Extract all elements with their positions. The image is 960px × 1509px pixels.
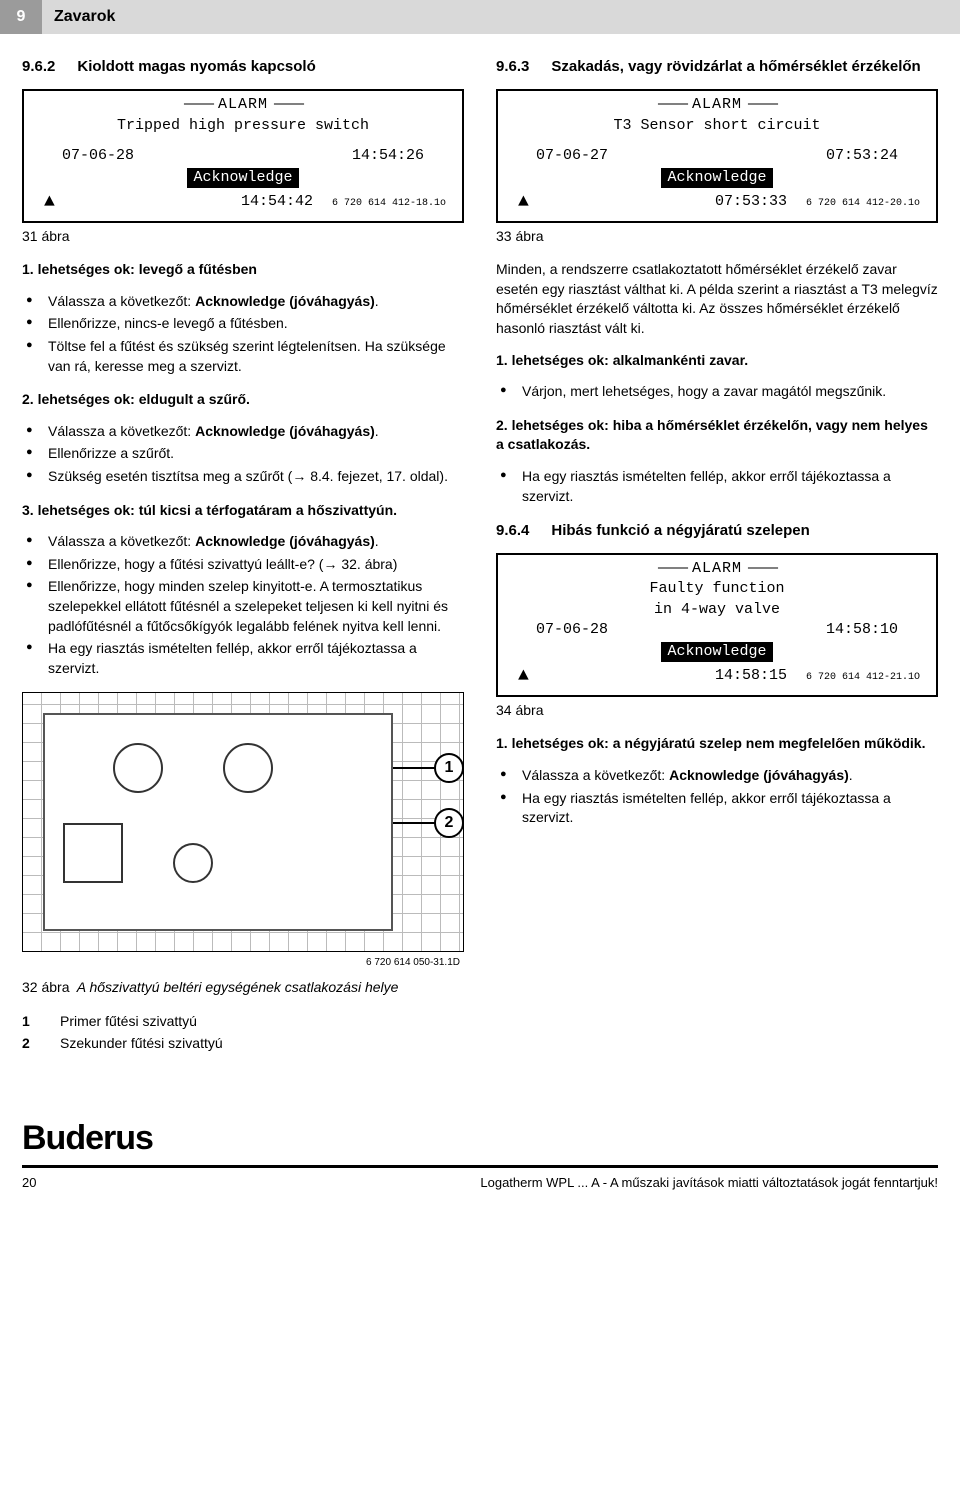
lcd-date: 07-06-28: [536, 620, 608, 640]
section-title: Kioldott magas nyomás kapcsoló: [77, 56, 315, 77]
diagram-ref: 6 720 614 050-31.1D: [22, 956, 464, 970]
list-item: Várjon, mert lehetséges, hogy a zavar ma…: [512, 382, 938, 402]
lcd-ack: Acknowledge: [661, 642, 772, 662]
lcd-time1: 07:53:24: [826, 146, 898, 166]
lcd-ref: 6 720 614 412-21.1O: [806, 672, 920, 683]
footer-note: Logatherm WPL ... A - A műszaki javításo…: [480, 1174, 938, 1192]
bell-icon: ▲: [44, 190, 55, 214]
brand-logo: Buderus: [22, 1115, 938, 1168]
lcd-964: ALARM Faulty function in 4-way valve 07-…: [496, 553, 938, 697]
section-9-6-4-head: 9.6.4 Hibás funkció a négyjáratú szelepe…: [496, 520, 938, 541]
bell-icon: ▲: [518, 664, 529, 688]
list-item: Ellenőrizze, nincs-e levegő a fűtésben.: [38, 314, 464, 334]
list-item: Válassza a következőt: Acknowledge (jóvá…: [38, 422, 464, 442]
chapter-number-box: 9: [0, 0, 42, 34]
lcd-ref: 6 720 614 412-18.1o: [332, 198, 446, 209]
list-item: Válassza a következőt: Acknowledge (jóvá…: [38, 292, 464, 312]
lcd-time1: 14:58:10: [826, 620, 898, 640]
cause1-list: Válassza a következőt: Acknowledge (jóvá…: [22, 292, 464, 376]
alarm-label: ALARM: [652, 560, 782, 577]
s963-cause1-title: 1. lehetséges ok: alkalmankénti zavar.: [496, 351, 938, 371]
alarm-label: ALARM: [178, 96, 308, 113]
chapter-header: 9 Zavarok: [0, 0, 960, 34]
list-item: Ellenőrizze, hogy minden szelep kinyitot…: [38, 577, 464, 636]
s964-cause1-title: 1. lehetséges ok: a négyjáratú szelep ne…: [496, 734, 938, 754]
fig-32-label: 32 ábra A hőszivattyú beltéri egységének…: [22, 978, 464, 998]
cause2-title: 2. lehetséges ok: eldugult a szűrő.: [22, 390, 464, 410]
lcd-msg: T3 Sensor short circuit: [506, 116, 928, 136]
lcd-date: 07-06-28: [62, 146, 134, 166]
list-item: Válassza a következőt: Acknowledge (jóvá…: [512, 766, 938, 786]
lcd-time2: 14:54:42: [241, 193, 313, 210]
chapter-title: Zavarok: [42, 0, 960, 34]
s964-cause1-list: Válassza a következőt: Acknowledge (jóvá…: [496, 766, 938, 828]
s963-cause2-title: 2. lehetséges ok: hiba a hőmérséklet érz…: [496, 416, 938, 455]
fig-34-label: 34 ábra: [496, 701, 938, 721]
list-item: Szükség esetén tisztítsa meg a szűrőt (→…: [38, 467, 464, 487]
section-title: Szakadás, vagy rövidzárlat a hőmérséklet…: [551, 56, 920, 77]
s963-cause1-list: Várjon, mert lehetséges, hogy a zavar ma…: [496, 382, 938, 402]
lcd-963: ALARM T3 Sensor short circuit 07-06-27 0…: [496, 89, 938, 222]
s963-cause2-list: Ha egy riasztás ismételten fellép, akkor…: [496, 467, 938, 506]
cause1-title: 1. lehetséges ok: levegő a fűtésben: [22, 260, 464, 280]
right-column: 9.6.3 Szakadás, vagy rövidzárlat a hőmér…: [496, 56, 938, 1055]
footer-page: 20: [22, 1174, 36, 1192]
lcd-time1: 14:54:26: [352, 146, 424, 166]
fig-31-label: 31 ábra: [22, 227, 464, 247]
section-9-6-3-head: 9.6.3 Szakadás, vagy rövidzárlat a hőmér…: [496, 56, 938, 77]
section-9-6-2-head: 9.6.2 Kioldott magas nyomás kapcsoló: [22, 56, 464, 77]
section-num: 9.6.2: [22, 56, 55, 77]
lcd-ack: Acknowledge: [661, 168, 772, 188]
list-item: Válassza a következőt: Acknowledge (jóvá…: [38, 532, 464, 552]
list-item: Ellenőrizze a szűrőt.: [38, 444, 464, 464]
page-footer: Buderus 20 Logatherm WPL ... A - A műsza…: [0, 1115, 960, 1202]
list-item: Ha egy riasztás ismételten fellép, akkor…: [38, 639, 464, 678]
cause3-list: Válassza a következőt: Acknowledge (jóvá…: [22, 532, 464, 678]
list-item: Töltse fel a fűtést és szükség szerint l…: [38, 337, 464, 376]
list-item: Ha egy riasztás ismételten fellép, akkor…: [512, 467, 938, 506]
s963-para: Minden, a rendszerre csatlakoztatott hőm…: [496, 260, 938, 338]
alarm-label: ALARM: [652, 96, 782, 113]
cause3-title: 3. lehetséges ok: túl kicsi a térfogatár…: [22, 501, 464, 521]
lcd-msg1: Faulty function: [506, 579, 928, 599]
left-column: 9.6.2 Kioldott magas nyomás kapcsoló ALA…: [22, 56, 464, 1055]
lcd-time2: 14:58:15: [715, 667, 787, 684]
content-columns: 9.6.2 Kioldott magas nyomás kapcsoló ALA…: [0, 56, 960, 1055]
section-num: 9.6.3: [496, 56, 529, 77]
callout-1: 1: [434, 753, 464, 783]
lcd-date: 07-06-27: [536, 146, 608, 166]
bell-icon: ▲: [518, 190, 529, 214]
callout-2: 2: [434, 808, 464, 838]
section-title: Hibás funkció a négyjáratú szelepen: [551, 520, 809, 541]
lcd-ack: Acknowledge: [187, 168, 298, 188]
cause2-list: Válassza a következőt: Acknowledge (jóvá…: [22, 422, 464, 487]
section-num: 9.6.4: [496, 520, 529, 541]
fig-33-label: 33 ábra: [496, 227, 938, 247]
lcd-msg2: in 4-way valve: [506, 600, 928, 620]
legend: 1Primer fűtési szivattyú 2Szekunder fűté…: [22, 1012, 464, 1053]
list-item: Ha egy riasztás ismételten fellép, akkor…: [512, 789, 938, 828]
lcd-time2: 07:53:33: [715, 193, 787, 210]
lcd-ref: 6 720 614 412-20.1o: [806, 198, 920, 209]
lcd-962: ALARM Tripped high pressure switch 07-06…: [22, 89, 464, 222]
lcd-msg: Tripped high pressure switch: [32, 116, 454, 136]
pump-diagram: 1 2: [22, 692, 464, 952]
list-item: Ellenőrizze, hogy a fűtési szivattyú leá…: [38, 555, 464, 575]
